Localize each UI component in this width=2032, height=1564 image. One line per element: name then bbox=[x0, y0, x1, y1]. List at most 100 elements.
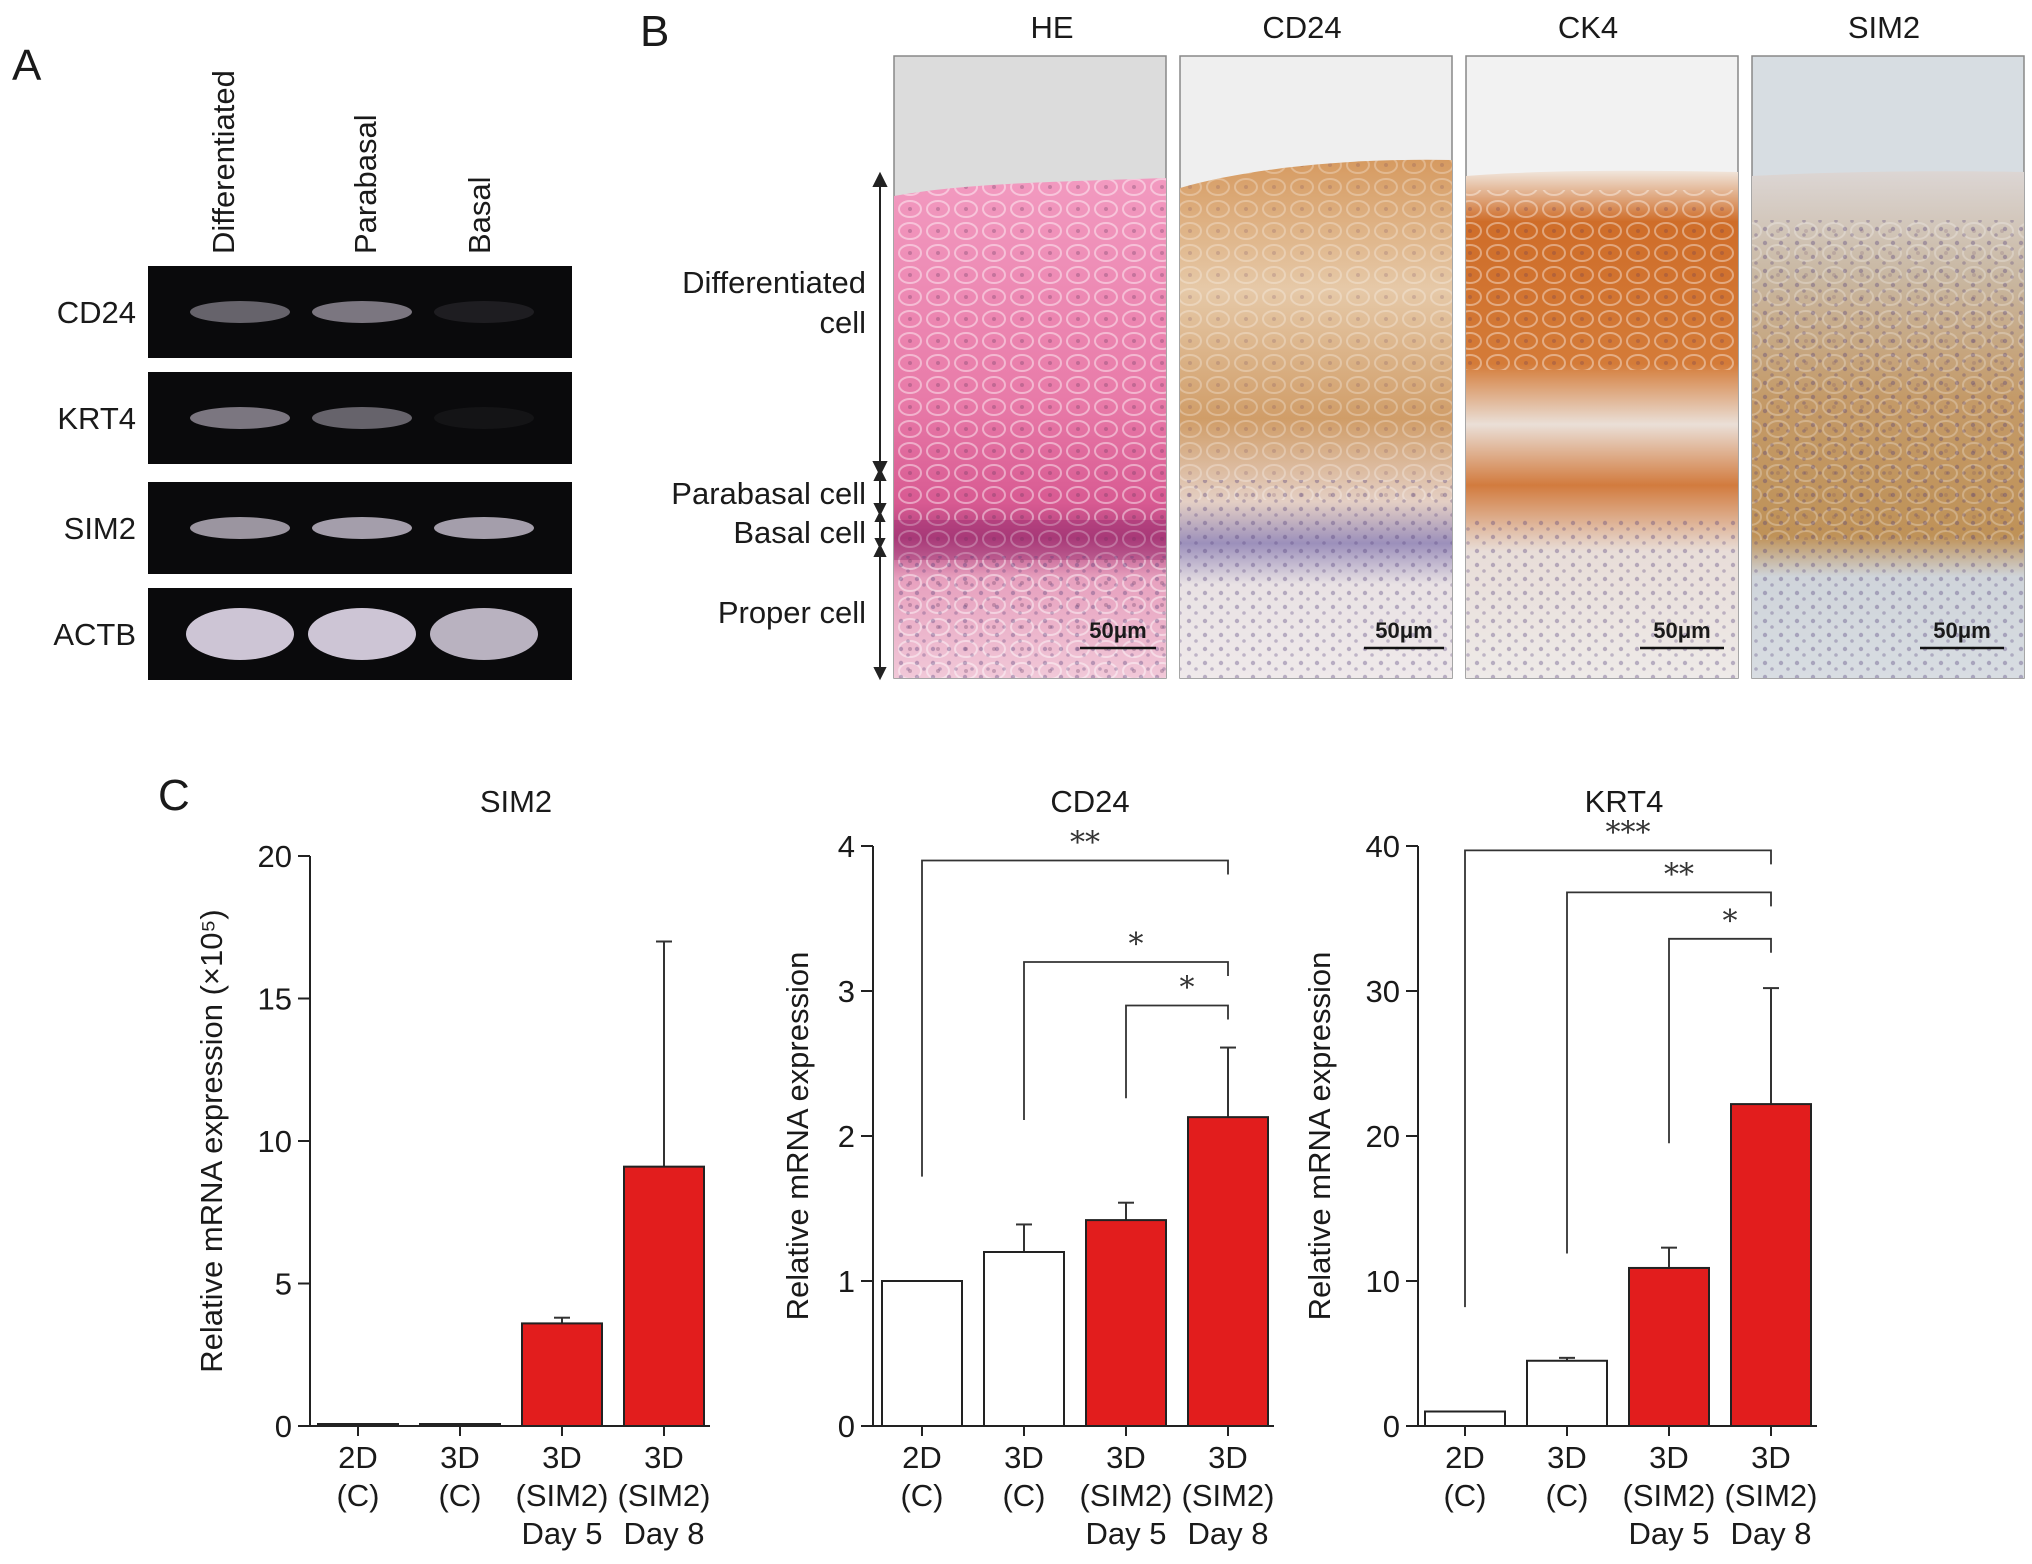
bracket-line bbox=[1125, 1004, 1229, 1099]
category-label: 2D bbox=[1445, 1440, 1485, 1475]
significance-label: ** bbox=[1664, 857, 1694, 892]
y-tick-label: 5 bbox=[275, 1267, 292, 1302]
gel-row-label: ACTB bbox=[53, 617, 136, 652]
category-label: 3D bbox=[1208, 1440, 1248, 1475]
chart-title: SIM2 bbox=[480, 784, 552, 819]
bar bbox=[317, 1423, 399, 1427]
gel-row-actb: ACTB bbox=[53, 588, 572, 680]
layer-label-parabasal: Parabasal cell bbox=[671, 476, 866, 511]
scale-label-cd24: 50μm bbox=[1375, 618, 1433, 643]
gel-band bbox=[312, 407, 412, 429]
significance-label: * bbox=[1129, 927, 1144, 962]
category-label: (C) bbox=[336, 1478, 379, 1513]
gel-row-krt4: KRT4 bbox=[57, 372, 572, 464]
significance-label: ** bbox=[1070, 826, 1100, 861]
y-tick-label: 10 bbox=[1366, 1264, 1400, 1299]
panel-b-histology: Differentiated cell Parabasal cell Basal… bbox=[671, 10, 2025, 681]
y-tick-label: 0 bbox=[1383, 1409, 1400, 1444]
scale-label-ck4: 50μm bbox=[1653, 618, 1711, 643]
category-label: (SIM2) bbox=[1182, 1478, 1275, 1513]
bar-chart-sim2: SIM2 Relative mRNA expression (×10⁵) 0 5 10 1… bbox=[194, 784, 711, 1551]
category-label: (C) bbox=[1443, 1478, 1486, 1513]
bar bbox=[1424, 1410, 1506, 1427]
gel-rows: CD24 KRT4 SIM2 ACTB bbox=[53, 266, 572, 680]
gel-row-sim2: SIM2 bbox=[64, 482, 572, 574]
y-tick-label: 20 bbox=[258, 839, 292, 874]
gel-row-label: KRT4 bbox=[57, 401, 136, 436]
micrograph-cd24: 50μm bbox=[1179, 55, 1453, 679]
category-label: Day 5 bbox=[522, 1516, 603, 1551]
gel-band bbox=[312, 301, 412, 323]
category-label: (SIM2) bbox=[1725, 1478, 1818, 1513]
category-label: Day 5 bbox=[1629, 1516, 1710, 1551]
category-label: Day 8 bbox=[1188, 1516, 1269, 1551]
bracket-line bbox=[1668, 937, 1772, 1144]
gel-row-cd24: CD24 bbox=[57, 266, 572, 358]
category-label: (C) bbox=[438, 1478, 481, 1513]
bar bbox=[1526, 1359, 1608, 1427]
bracket-line bbox=[921, 859, 1229, 1177]
category-label: 3D bbox=[440, 1440, 480, 1475]
gel-band bbox=[190, 517, 290, 539]
bar bbox=[983, 1251, 1065, 1427]
micrograph-ck4: 50μm bbox=[1465, 55, 1739, 679]
bar bbox=[1628, 1266, 1710, 1427]
significance-label: *** bbox=[1606, 815, 1651, 850]
category-label: (SIM2) bbox=[1080, 1478, 1173, 1513]
y-tick-label: 0 bbox=[838, 1409, 855, 1444]
bar bbox=[521, 1322, 603, 1428]
y-tick-label: 1 bbox=[838, 1264, 855, 1299]
category-label: (C) bbox=[1545, 1478, 1588, 1513]
bar bbox=[881, 1280, 963, 1427]
bar bbox=[623, 1165, 705, 1428]
y-tick-label: 2 bbox=[838, 1119, 855, 1154]
bracket-line bbox=[1464, 849, 1772, 1308]
layer-label-differentiated-2: cell bbox=[819, 305, 866, 340]
lane-label-parabasal: Parabasal bbox=[348, 114, 383, 254]
category-label: (C) bbox=[1002, 1478, 1045, 1513]
gel-band bbox=[312, 517, 412, 539]
category-label: Day 8 bbox=[1731, 1516, 1812, 1551]
layer-label-proper: Proper cell bbox=[718, 595, 866, 630]
chart-title: KRT4 bbox=[1585, 784, 1664, 819]
y-axis-label: Relative mRNA expression bbox=[1302, 952, 1337, 1321]
gel-band bbox=[430, 608, 538, 660]
significance-bracket: *** bbox=[1464, 815, 1772, 1308]
y-tick-label: 30 bbox=[1366, 974, 1400, 1009]
category-label: (SIM2) bbox=[1623, 1478, 1716, 1513]
layer-label-differentiated-1: Differentiated bbox=[682, 265, 866, 300]
bracket-line bbox=[1566, 891, 1772, 1254]
gel-row-label: SIM2 bbox=[64, 511, 136, 546]
gel-row-label: CD24 bbox=[57, 295, 136, 330]
gel-band bbox=[190, 301, 290, 323]
stain-title-he: HE bbox=[1030, 10, 1073, 45]
y-axis-label: Relative mRNA expression bbox=[780, 952, 815, 1321]
layer-label-basal: Basal cell bbox=[733, 515, 866, 550]
y-axis-label: Relative mRNA expression (×10⁵) bbox=[194, 909, 229, 1372]
category-label: 3D bbox=[1004, 1440, 1044, 1475]
y-tick-label: 3 bbox=[838, 974, 855, 1009]
bar bbox=[1085, 1219, 1167, 1427]
category-label: 3D bbox=[542, 1440, 582, 1475]
bar bbox=[419, 1423, 501, 1427]
scale-label-he: 50μm bbox=[1089, 618, 1147, 643]
y-tick-label: 15 bbox=[258, 982, 292, 1017]
gel-lane-labels: Differentiated Parabasal Basal bbox=[206, 70, 497, 254]
category-label: (SIM2) bbox=[516, 1478, 609, 1513]
y-tick-label: 4 bbox=[838, 829, 855, 864]
category-label: 3D bbox=[1751, 1440, 1791, 1475]
bar bbox=[1730, 1103, 1812, 1427]
category-label: 2D bbox=[902, 1440, 942, 1475]
significance-label: * bbox=[1723, 904, 1738, 939]
category-label: (SIM2) bbox=[618, 1478, 711, 1513]
bracket-line bbox=[1023, 961, 1229, 1121]
category-label: 3D bbox=[644, 1440, 684, 1475]
significance-bracket: ** bbox=[921, 826, 1229, 1177]
significance-bracket: ** bbox=[1566, 857, 1772, 1254]
gel-band bbox=[434, 301, 534, 323]
scale-label-sim2: 50μm bbox=[1933, 618, 1991, 643]
